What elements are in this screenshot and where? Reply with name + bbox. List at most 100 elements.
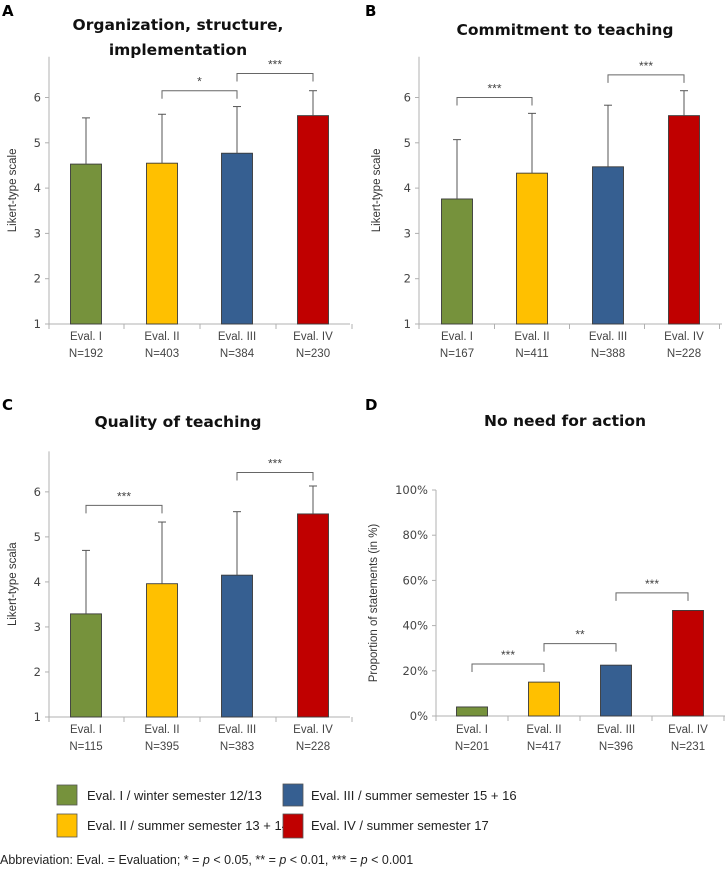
significance-label: *	[197, 75, 202, 89]
significance-bracket	[236, 471, 314, 481]
footnote: Abbreviation: Eval. = Evaluation; * = p …	[0, 853, 413, 867]
significance-bracket	[85, 504, 163, 514]
bar-eval-iv	[672, 610, 704, 717]
bar-eval-iii	[600, 664, 632, 717]
y-tick-label: 20%	[402, 664, 428, 678]
y-tick-label: 5	[34, 136, 41, 150]
legend-swatch-eval-2	[56, 813, 78, 838]
bar-eval-i	[456, 706, 488, 717]
bar-eval-ii	[528, 681, 560, 717]
significance-bracket	[543, 643, 617, 652]
significance-bracket	[236, 72, 314, 82]
y-tick-label: 2	[34, 272, 41, 286]
sample-size-label: N=403	[145, 348, 179, 360]
x-tick-label: Eval. IV	[293, 331, 333, 343]
x-tick-label: Eval. II	[144, 724, 179, 736]
bar-eval-iv	[668, 115, 700, 325]
x-tick-label: Eval. II	[514, 331, 549, 343]
sample-size-label: N=395	[145, 741, 179, 753]
sample-size-label: N=230	[296, 348, 330, 360]
chart-panel-c: C Quality of teaching 1 2 3 4 5 6 Likert-type sc…	[2, 396, 353, 753]
significance-bracket	[607, 74, 685, 83]
y-tick-label: 0%	[410, 709, 428, 723]
sample-size-label: N=383	[220, 741, 254, 753]
panel-letter: A	[2, 2, 14, 20]
x-tick-label: Eval. IV	[293, 724, 333, 736]
chart-title: No need for action	[484, 412, 646, 430]
x-tick-label: Eval. II	[526, 724, 561, 736]
significance-label: ***	[645, 577, 659, 591]
chart-title: Quality of teaching	[94, 413, 261, 431]
sample-size-label: N=388	[591, 348, 625, 360]
significance-label: **	[575, 628, 585, 642]
sample-size-label: N=115	[69, 741, 102, 753]
bar-eval-iv	[297, 513, 329, 718]
x-tick-label: Eval. III	[218, 331, 256, 343]
bar-eval-i	[441, 198, 473, 325]
y-tick-label: 1	[404, 317, 411, 331]
chart-title: Commitment to teaching	[456, 21, 673, 39]
sample-size-label: N=167	[440, 348, 474, 360]
bar-eval-iv	[297, 115, 329, 325]
significance-bracket	[615, 592, 689, 601]
legend-label-eval-4: Eval. IV / summer semester 17	[311, 818, 489, 833]
y-tick-label: 3	[404, 226, 411, 240]
bar-eval-iii	[221, 574, 253, 718]
y-tick-label: 4	[34, 575, 41, 589]
y-tick-label: 5	[34, 530, 41, 544]
panel-letter: B	[365, 2, 376, 20]
significance-label: ***	[117, 489, 131, 503]
y-tick-label: 80%	[402, 528, 428, 542]
x-tick-label: Eval. I	[70, 331, 102, 343]
x-tick-label: Eval. I	[456, 724, 488, 736]
y-tick-label: 6	[34, 485, 41, 499]
y-tick-label: 100%	[395, 483, 428, 497]
y-tick-label: 1	[34, 710, 41, 724]
chart-title: implementation	[109, 41, 247, 59]
x-tick-label: Eval. III	[218, 724, 256, 736]
legend-label-eval-1: Eval. I / winter semester 12/13	[87, 788, 262, 803]
bar-eval-i	[70, 163, 102, 325]
legend: Eval. I / winter semester 12/13 Eval. II…	[56, 783, 517, 839]
x-tick-label: Eval. IV	[668, 724, 708, 736]
x-tick-label: Eval. III	[597, 724, 635, 736]
y-tick-label: 60%	[402, 573, 428, 587]
sample-size-label: N=228	[296, 741, 330, 753]
chart-title: Organization, structure,	[73, 16, 284, 34]
y-tick-label: 4	[404, 181, 411, 195]
panel-letter: C	[2, 396, 13, 414]
legend-label-eval-3: Eval. III / summer semester 15 + 16	[311, 788, 517, 803]
legend-swatch-eval-1	[56, 784, 78, 806]
significance-label: ***	[487, 82, 501, 96]
sample-size-label: N=396	[599, 741, 633, 753]
chart-panel-a: A Organization, structure, implementation 1…	[2, 2, 353, 360]
bar-eval-ii	[516, 172, 548, 325]
legend-swatch-eval-4	[282, 813, 304, 839]
significance-bracket	[161, 90, 238, 99]
bar-eval-i	[70, 613, 102, 718]
bar-eval-ii	[146, 162, 178, 325]
y-tick-label: 5	[404, 136, 411, 150]
y-axis-label: Proportion of statements (in %)	[368, 524, 380, 683]
y-tick-label: 40%	[402, 619, 428, 633]
x-tick-label: Eval. IV	[664, 331, 704, 343]
chart-panels: A Organization, structure, implementation 1…	[2, 2, 725, 753]
legend-swatch-eval-3	[282, 783, 304, 807]
chart-panel-b: B Commitment to teaching 1 2 3 4 5 6 Likert-type…	[365, 2, 722, 360]
significance-bracket	[471, 663, 545, 673]
significance-label: ***	[639, 59, 653, 73]
x-tick-label: Eval. I	[70, 724, 102, 736]
y-axis-label: Likert-type scala	[7, 542, 19, 626]
y-tick-label: 6	[34, 91, 41, 105]
y-tick-label: 3	[34, 620, 41, 634]
x-tick-label: Eval. I	[441, 331, 473, 343]
sample-size-label: N=192	[69, 348, 103, 360]
y-tick-label: 4	[34, 181, 41, 195]
y-axis-label: Likert-type scale	[7, 148, 19, 232]
significance-label: ***	[501, 648, 515, 662]
sample-size-label: N=417	[527, 741, 561, 753]
x-tick-label: Eval. II	[144, 331, 179, 343]
bar-eval-ii	[146, 583, 178, 718]
panel-letter: D	[365, 396, 377, 414]
